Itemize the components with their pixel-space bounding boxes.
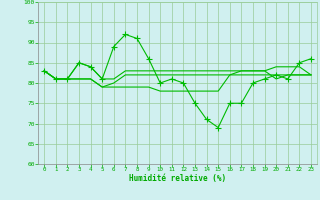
X-axis label: Humidité relative (%): Humidité relative (%) bbox=[129, 174, 226, 183]
